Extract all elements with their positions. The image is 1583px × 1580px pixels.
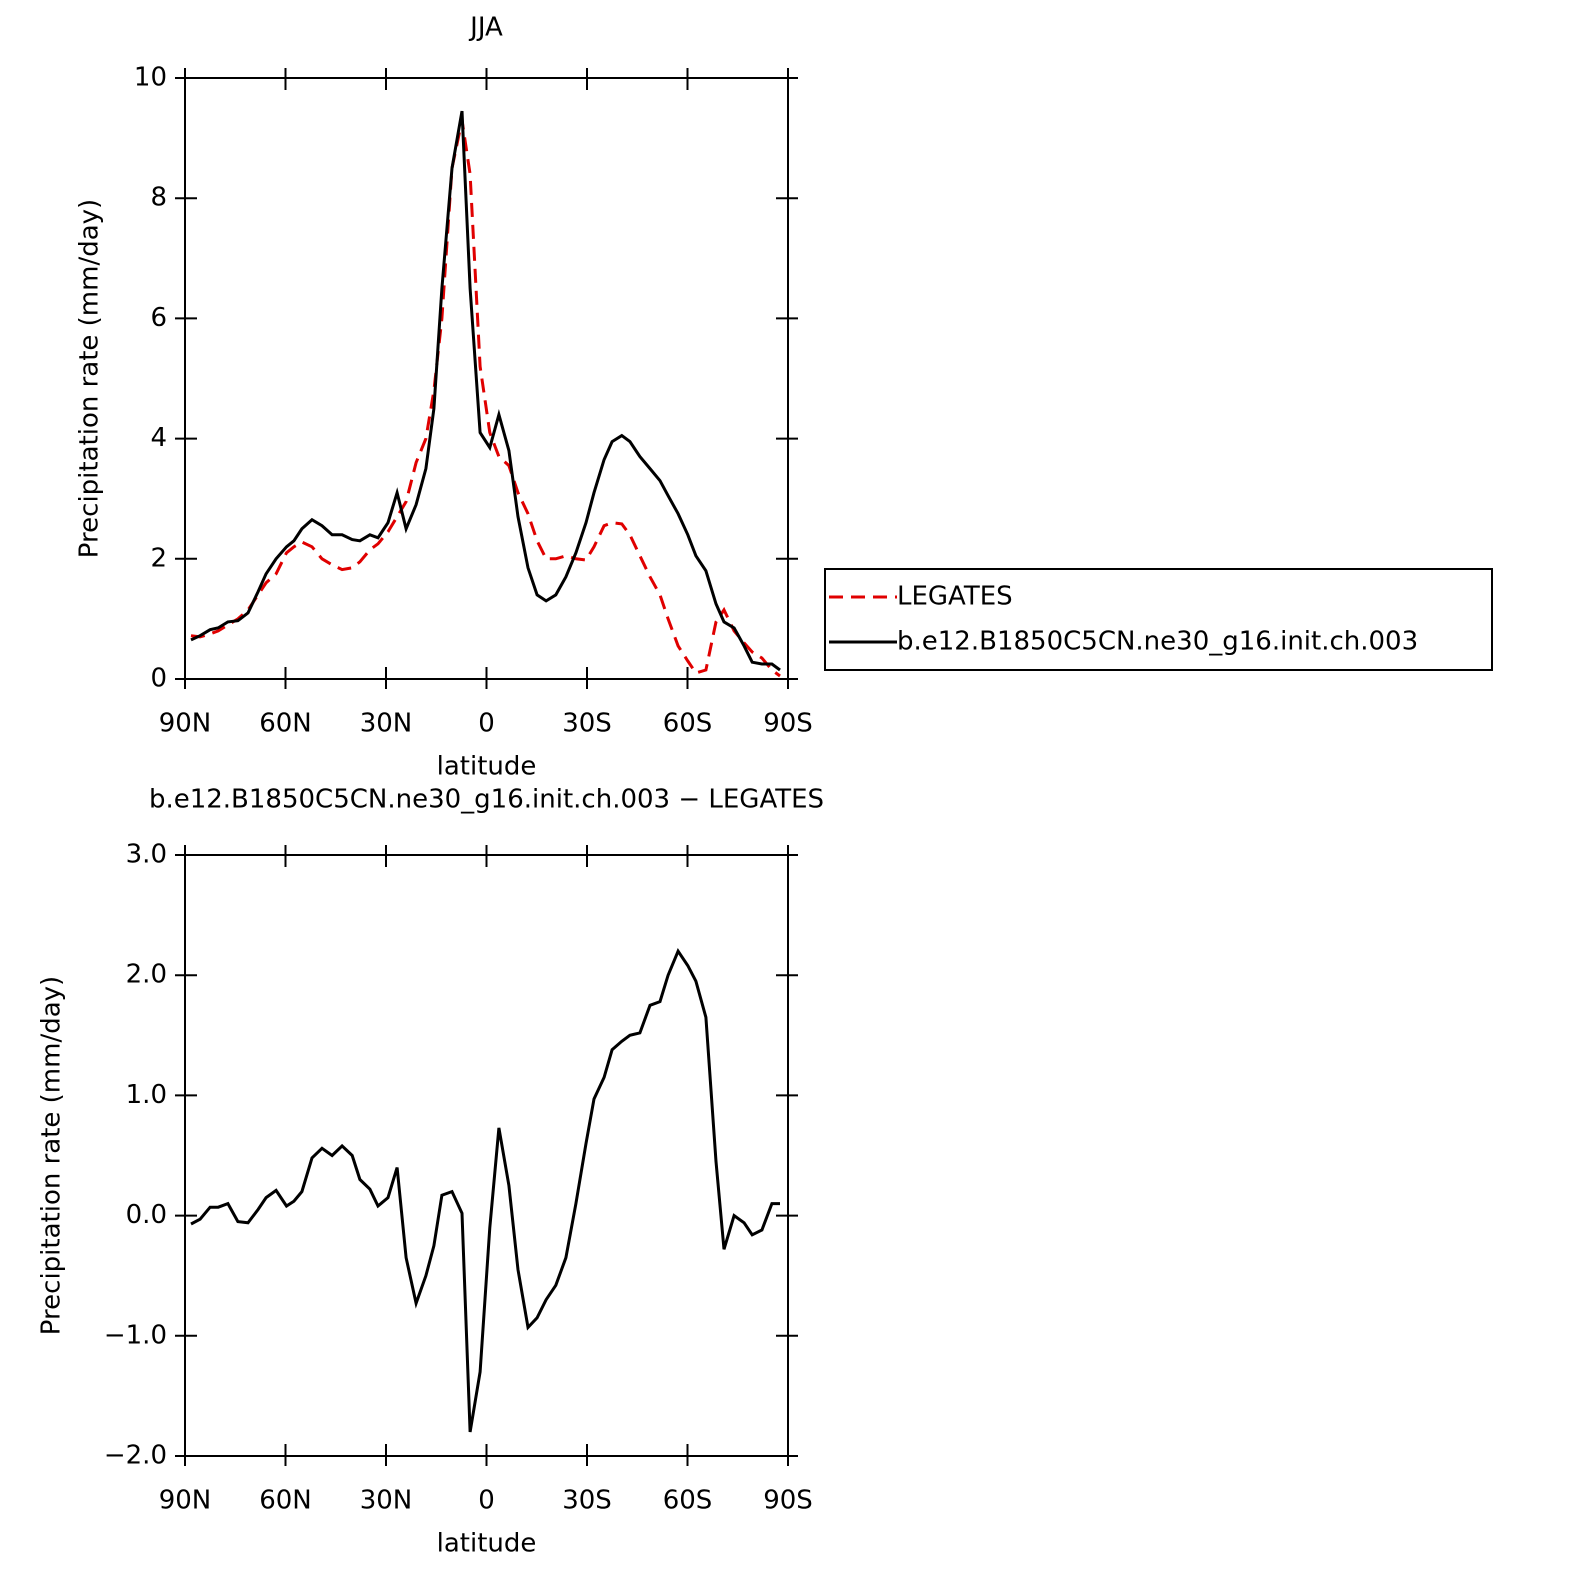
x-axis-label: latitude <box>437 1529 537 1559</box>
y-tick-label: 2.0 <box>126 960 167 990</box>
y-tick-label: −2.0 <box>104 1441 167 1471</box>
y-tick-label: 6 <box>150 303 167 333</box>
data-line <box>190 948 780 1433</box>
legend-box <box>824 568 1493 671</box>
x-tick-label: 30N <box>360 709 413 739</box>
y-tick-label: 0.0 <box>126 1200 167 1230</box>
x-tick-label: 60N <box>259 1486 312 1516</box>
y-tick-label: 4 <box>150 423 167 453</box>
plot-frame <box>184 77 789 680</box>
y-tick-label: 1.0 <box>126 1080 167 1110</box>
y-tick-label: 0 <box>150 664 167 694</box>
legend-label: b.e12.B1850C5CN.ne30_g16.init.ch.003 <box>897 627 1418 657</box>
y-tick-label: 10 <box>134 63 167 93</box>
y-tick-label: 3.0 <box>126 840 167 870</box>
x-tick-label: 60S <box>663 1486 713 1516</box>
chart-title: JJA <box>468 13 503 43</box>
chart-title: b.e12.B1850C5CN.ne30_g16.init.ch.003 − L… <box>149 785 824 815</box>
y-tick-label: 2 <box>150 543 167 573</box>
x-tick-label: 90N <box>159 709 212 739</box>
y-tick-label: −1.0 <box>104 1320 167 1350</box>
y-tick-label: 8 <box>150 183 167 213</box>
x-axis-label: latitude <box>437 752 537 782</box>
x-tick-label: 90S <box>763 709 813 739</box>
y-axis-label: Precipitation rate (mm/day) <box>75 199 105 558</box>
y-axis-label: Precipitation rate (mm/day) <box>37 976 67 1335</box>
x-tick-label: 0 <box>478 1486 495 1516</box>
x-tick-label: 0 <box>478 709 495 739</box>
legend-label: LEGATES <box>897 582 1013 612</box>
x-tick-label: 90S <box>763 1486 813 1516</box>
plot-frame <box>184 854 789 1457</box>
x-tick-label: 30S <box>562 1486 612 1516</box>
x-tick-label: 60N <box>259 709 312 739</box>
x-tick-label: 90N <box>159 1486 212 1516</box>
x-tick-label: 60S <box>663 709 713 739</box>
data-line <box>190 119 781 678</box>
x-tick-label: 30N <box>360 1486 413 1516</box>
x-tick-label: 30S <box>562 709 612 739</box>
data-line <box>190 110 781 672</box>
